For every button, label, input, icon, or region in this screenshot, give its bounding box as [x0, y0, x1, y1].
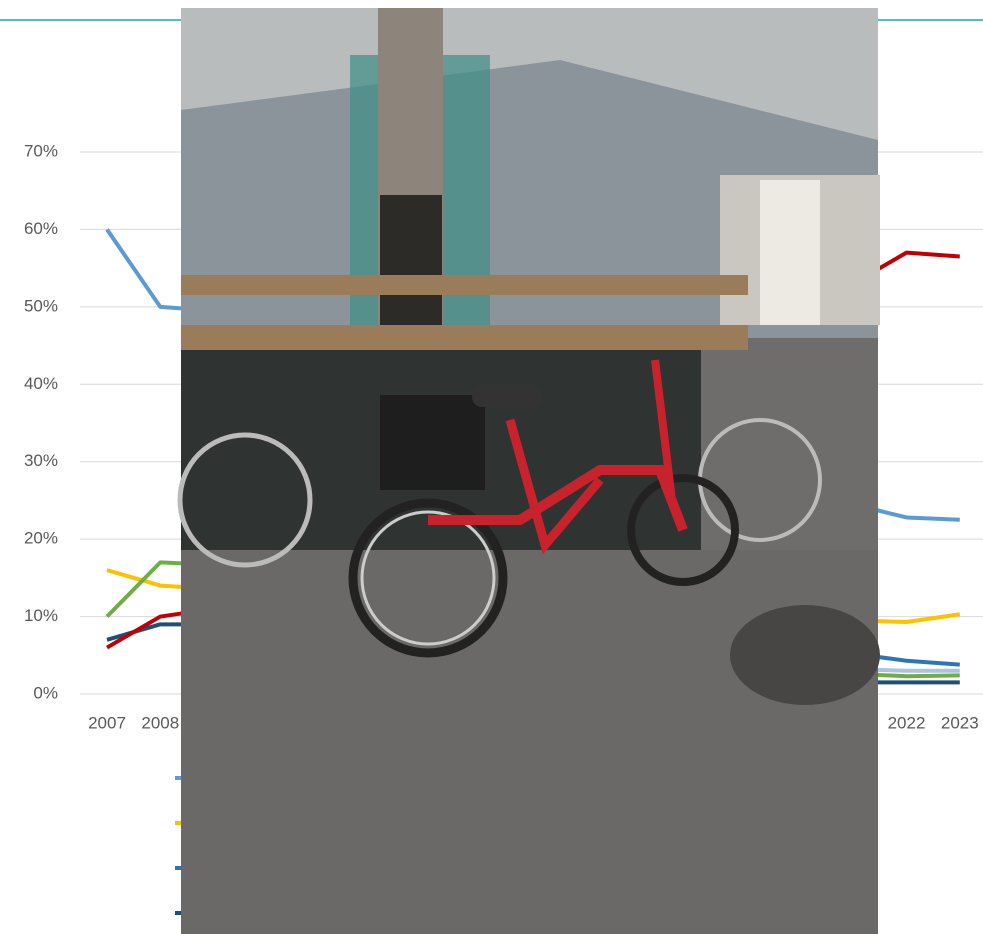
- y-tick-label: 30%: [24, 451, 58, 470]
- y-tick-label: 40%: [24, 374, 58, 393]
- photo-pillar: [760, 180, 820, 325]
- photo-rail: [181, 325, 748, 350]
- y-tick-label: 10%: [24, 606, 58, 625]
- photo-saddle: [472, 385, 542, 407]
- x-tick-label: 2023: [941, 713, 979, 732]
- photo: [180, 8, 880, 934]
- screen: 0%10%20%30%40%50%60%70%20072008202120222…: [0, 0, 983, 934]
- photo-pavement: [181, 550, 878, 934]
- y-tick-label: 0%: [33, 683, 58, 702]
- photo-puddle: [730, 605, 880, 705]
- y-tick-label: 50%: [24, 296, 58, 315]
- y-tick-label: 20%: [24, 529, 58, 548]
- x-tick-label: 2022: [888, 713, 926, 732]
- photo-rail: [181, 275, 748, 295]
- y-tick-label: 70%: [24, 141, 58, 160]
- x-tick-label: 2008: [141, 713, 179, 732]
- y-tick-label: 60%: [24, 219, 58, 238]
- photo-crate: [380, 395, 485, 490]
- x-tick-label: 2007: [88, 713, 126, 732]
